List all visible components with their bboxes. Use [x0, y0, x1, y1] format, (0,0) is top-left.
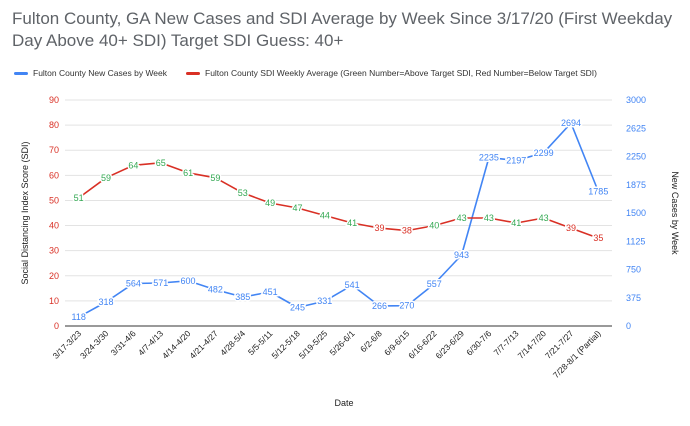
x-tick-label: 5/26-6/1 [327, 328, 356, 357]
sdi-data-label: 43 [457, 213, 467, 223]
right-tick-label: 375 [626, 293, 641, 303]
cases-data-label: 564 [126, 279, 141, 289]
cases-data-label: 557 [427, 279, 442, 289]
x-tick-label: 6/23-6/29 [434, 328, 467, 361]
sdi-data-label: 43 [539, 213, 549, 223]
right-tick-label: 2625 [626, 123, 646, 133]
sdi-data-label: 43 [484, 213, 494, 223]
chart-title: Fulton County, GA New Cases and SDI Aver… [12, 9, 673, 50]
cases-data-label: 331 [317, 296, 332, 306]
left-tick-label: 90 [49, 95, 59, 105]
cases-data-label: 266 [372, 301, 387, 311]
sdi-data-label: 53 [238, 188, 248, 198]
right-tick-label: 750 [626, 265, 641, 275]
x-tick-label: 6/30-7/6 [464, 328, 493, 357]
sdi-data-label: 41 [511, 218, 521, 228]
legend-item-cases: Fulton County New Cases by Week [14, 68, 167, 78]
x-tick-label: 6/16-6/22 [406, 328, 439, 361]
sdi-data-label: 64 [128, 160, 138, 170]
sdi-data-label: 61 [183, 168, 193, 178]
cases-data-label: 245 [290, 303, 305, 313]
left-tick-label: 70 [49, 145, 59, 155]
sdi-data-label: 59 [210, 173, 220, 183]
left-tick-label: 20 [49, 271, 59, 281]
sdi-data-label: 35 [593, 233, 603, 243]
right-axis-title: New Cases by Week [670, 171, 680, 255]
x-tick-label: 4/14-4/20 [160, 328, 193, 361]
sdi-data-label: 39 [566, 223, 576, 233]
x-tick-label: 3/24-3/30 [78, 328, 111, 361]
right-tick-label: 1500 [626, 208, 646, 218]
cases-data-label: 2694 [561, 118, 581, 128]
left-tick-label: 0 [54, 321, 59, 331]
legend-swatch-cases [14, 71, 28, 75]
sdi-data-label: 49 [265, 198, 275, 208]
cases-data-label: 2235 [479, 153, 499, 163]
right-tick-label: 2250 [626, 152, 646, 162]
sdi-data-label: 44 [320, 211, 330, 221]
cases-data-label: 451 [263, 287, 278, 297]
cases-data-label: 385 [235, 292, 250, 302]
x-tick-label: 4/28-5/4 [218, 328, 247, 357]
x-tick-label: 3/17-3/23 [51, 328, 84, 361]
cases-data-label: 118 [71, 312, 85, 322]
cases-data-label: 2197 [506, 155, 526, 165]
legend-swatch-sdi [186, 71, 200, 75]
left-tick-label: 50 [49, 195, 59, 205]
x-axis-title: Date [334, 398, 353, 408]
cases-data-label: 1785 [588, 187, 608, 197]
x-tick-label: 6/2-6/8 [358, 328, 384, 354]
left-tick-label: 80 [49, 120, 59, 130]
left-axis-title: Social Distancing Index Score (SDI) [20, 141, 30, 284]
legend-label-sdi: Fulton County SDI Weekly Average (Green … [205, 68, 597, 78]
right-tick-label: 3000 [626, 95, 646, 105]
legend-item-sdi: Fulton County SDI Weekly Average (Green … [186, 68, 597, 78]
chart-legend: Fulton County New Cases by Week Fulton C… [14, 68, 682, 82]
legend-label-cases: Fulton County New Cases by Week [33, 68, 168, 78]
cases-data-label: 2299 [534, 148, 554, 158]
right-tick-label: 0 [626, 321, 631, 331]
x-tick-label: 7/14-7/20 [516, 328, 549, 361]
sdi-data-label: 47 [292, 203, 302, 213]
cases-data-label: 541 [345, 280, 360, 290]
cases-data-label: 270 [399, 301, 414, 311]
cases-data-label: 600 [181, 276, 196, 286]
right-tick-label: 1125 [626, 236, 645, 246]
left-tick-label: 10 [49, 296, 59, 306]
left-tick-label: 30 [49, 246, 59, 256]
x-tick-label: 4/21-4/27 [187, 328, 220, 361]
sdi-data-label: 38 [402, 226, 412, 236]
x-tick-label: 5/19-5/25 [297, 328, 330, 361]
sdi-data-label: 40 [429, 221, 439, 231]
sdi-data-label: 39 [375, 223, 385, 233]
sdi-line [78, 162, 599, 239]
left-tick-label: 40 [49, 221, 59, 231]
right-tick-label: 1875 [626, 180, 646, 190]
cases-data-label: 943 [454, 250, 469, 260]
x-tick-label: 5/12-5/18 [269, 328, 302, 361]
sdi-data-label: 51 [74, 193, 84, 203]
cases-data-label: 318 [99, 297, 114, 307]
sdi-data-label: 65 [156, 158, 166, 168]
left-tick-label: 60 [49, 170, 59, 180]
x-tick-label: 3/31-4/6 [109, 328, 138, 357]
cases-data-label: 482 [208, 285, 223, 295]
cases-line [78, 122, 600, 318]
sdi-data-label: 59 [101, 173, 111, 183]
cases-data-label: 571 [153, 278, 168, 288]
sdi-data-label: 41 [347, 218, 357, 228]
x-tick-label: 7/28-8/1 (Partial) [551, 328, 603, 380]
